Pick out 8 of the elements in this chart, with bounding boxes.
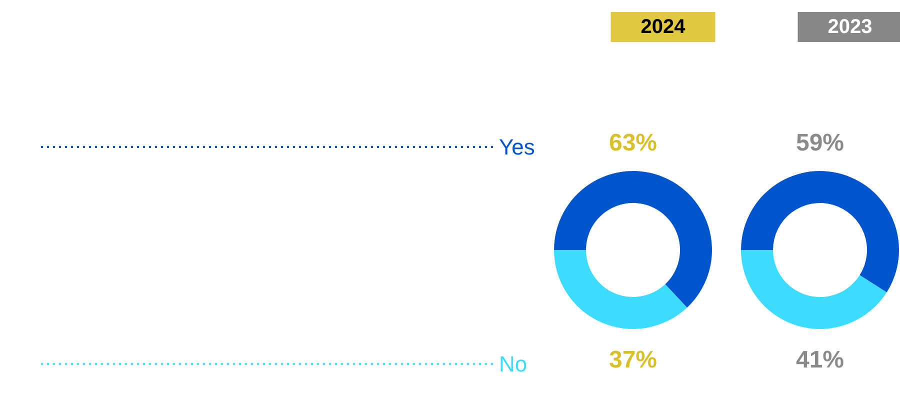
data-label: 63% xyxy=(608,130,658,156)
slice-label: 2023 xyxy=(828,16,872,38)
data-label: 41% xyxy=(796,346,844,374)
slice-label: 2024 xyxy=(640,16,686,38)
legend-label: No xyxy=(499,352,528,376)
legend-label: Yes xyxy=(499,134,535,160)
data-label: 37% xyxy=(608,346,658,374)
data-label: 59% xyxy=(796,130,844,156)
